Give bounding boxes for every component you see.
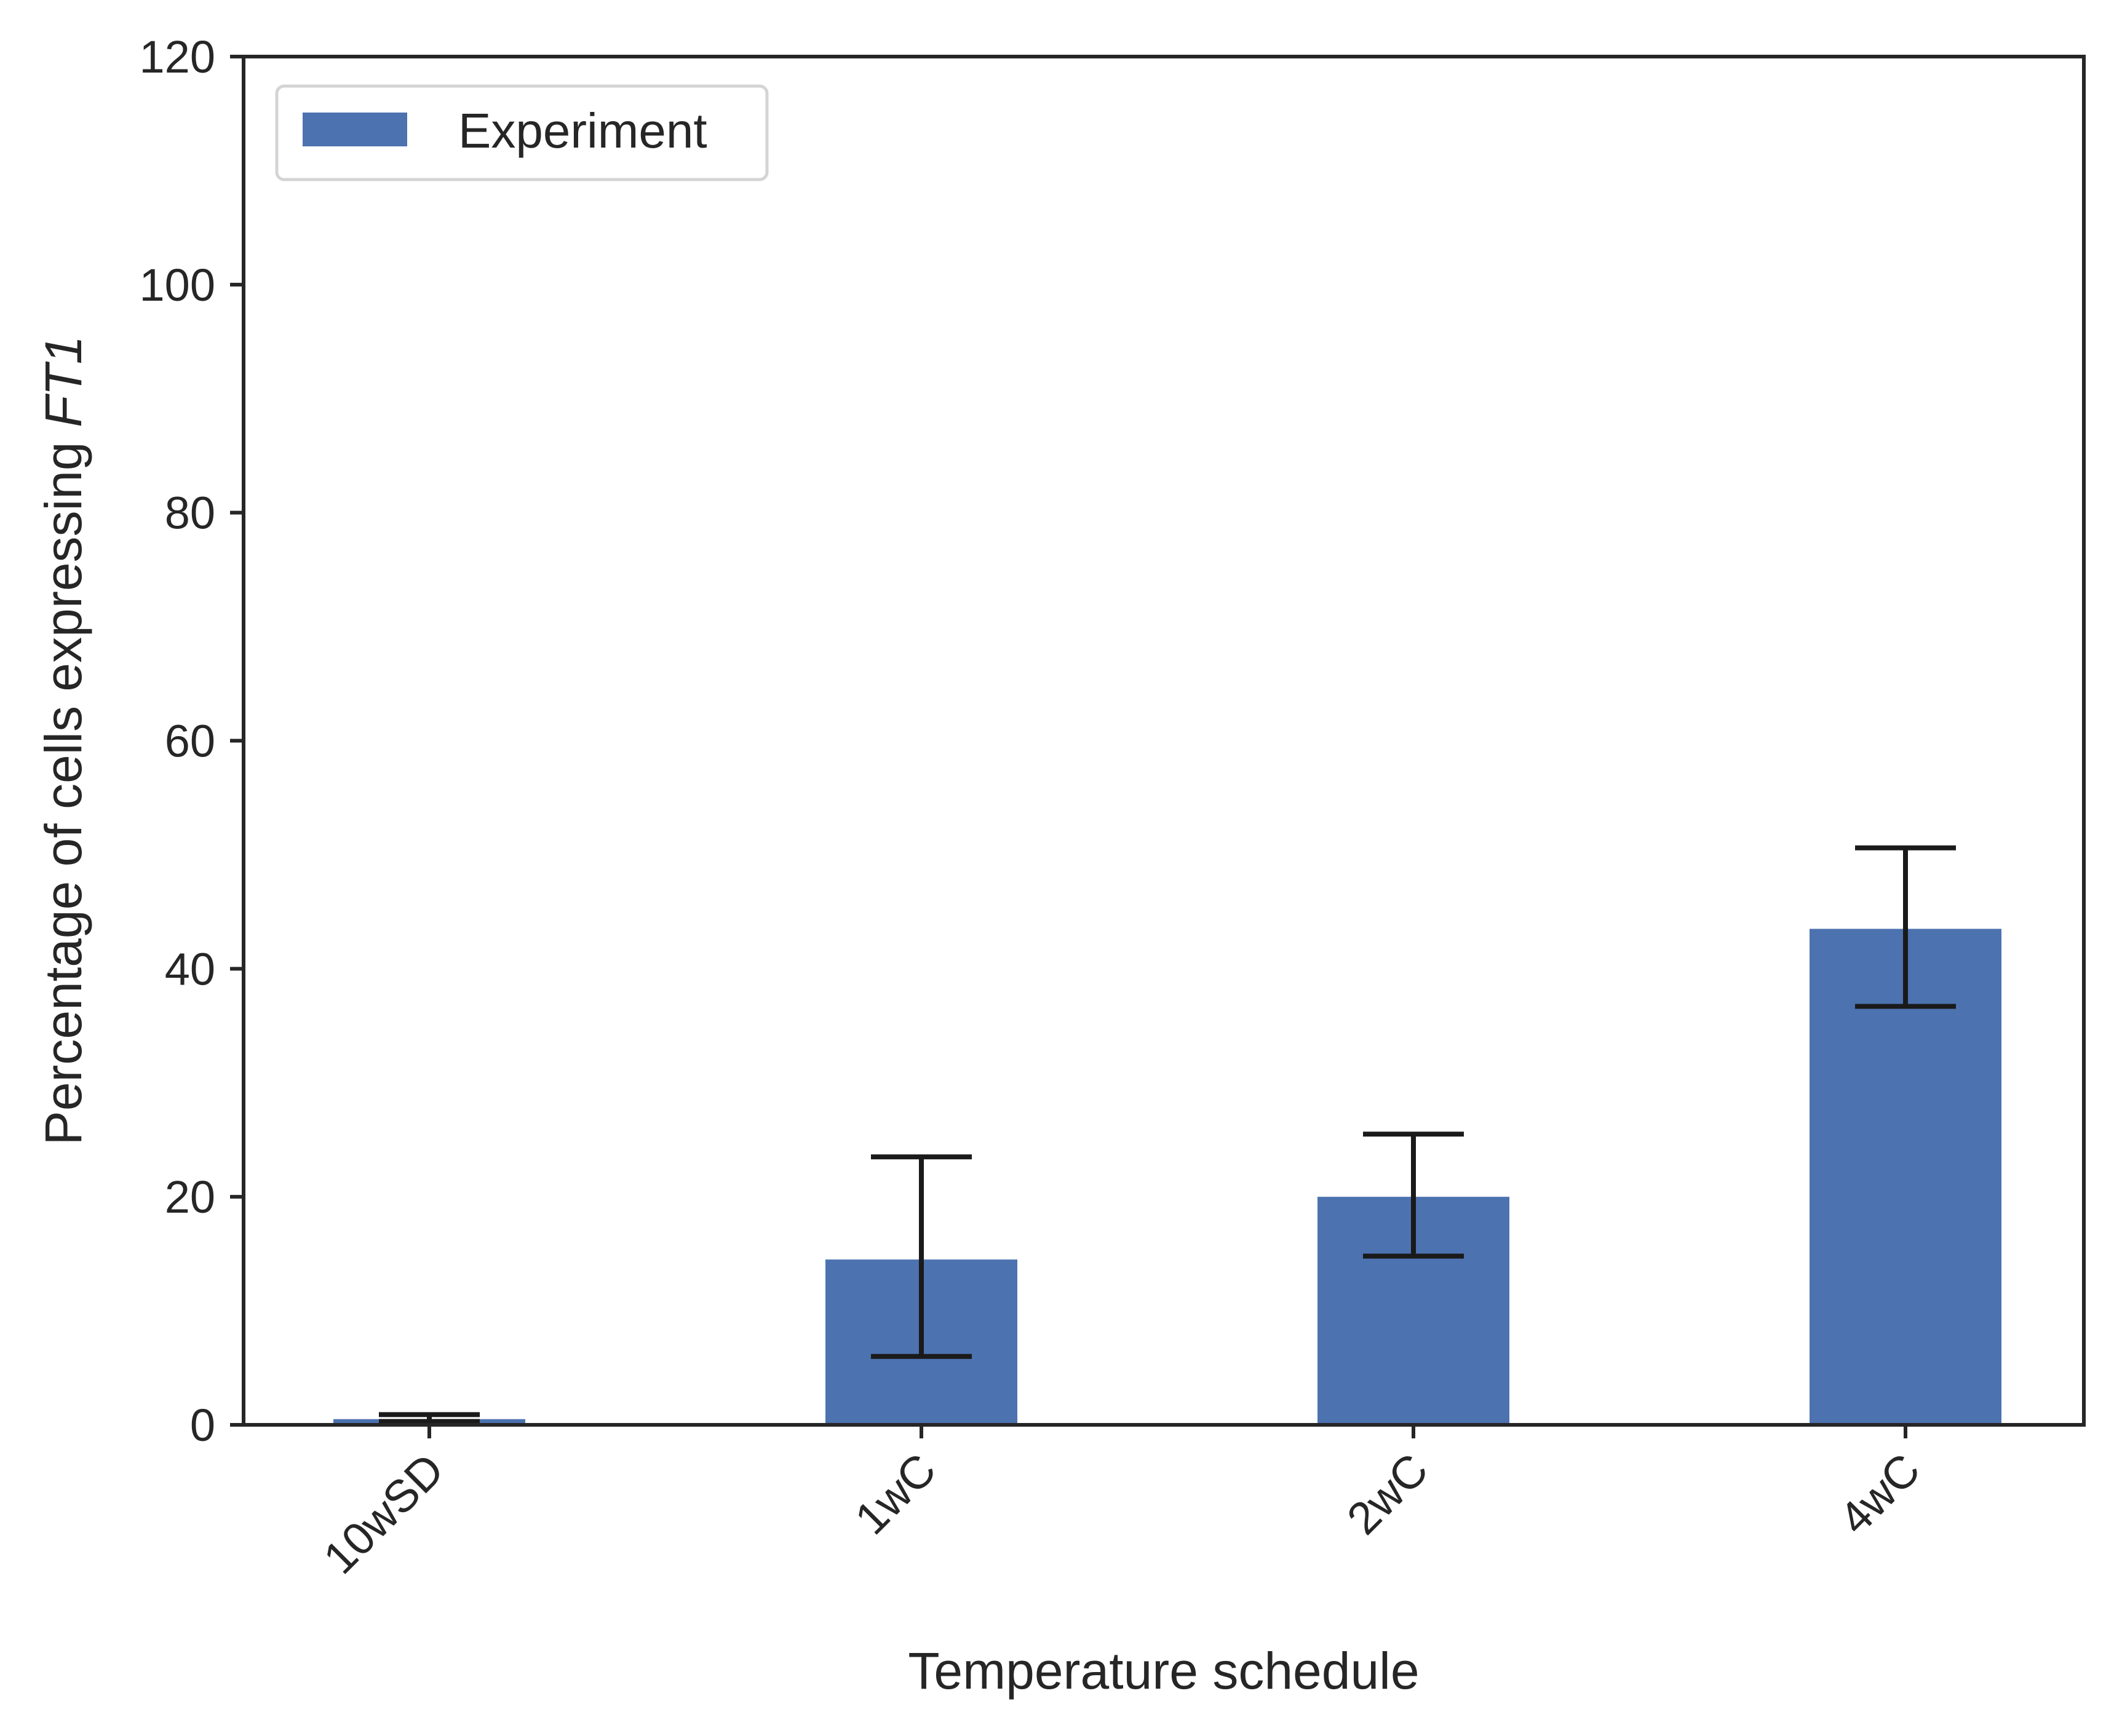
y-tick-label: 40 [165, 943, 215, 994]
bars-layer [333, 929, 2001, 1425]
x-axis-title: Temperature schedule [908, 1642, 1419, 1700]
y-axis-title-main: Percentage of cells expressing [34, 442, 92, 1145]
y-tick-label: 80 [165, 488, 215, 539]
y-tick-label: 120 [140, 31, 215, 82]
y-axis: 0 20 40 60 80 100 120 [140, 31, 244, 1451]
y-axis-title: Percentage of cells expressing FT1 [34, 336, 92, 1146]
x-tick-label-4wC: 4wC [1829, 1444, 1929, 1544]
x-tick-label-10wSD: 10wSD [314, 1444, 453, 1583]
error-bars-layer [379, 845, 1956, 1424]
y-axis-title-gene: FT1 [34, 336, 92, 427]
y-tick-label: 0 [190, 1400, 215, 1451]
y-tick-label: 100 [140, 260, 215, 311]
x-tick-label-1wC: 1wC [845, 1444, 945, 1544]
x-axis: 10wSD 1wC 2wC 4wC [314, 1425, 1929, 1583]
legend-box [275, 84, 769, 181]
y-tick-label: 20 [165, 1171, 215, 1223]
legend: Experiment [275, 84, 769, 181]
y-tick-label: 60 [165, 716, 215, 767]
x-tick-label-2wC: 2wC [1337, 1444, 1437, 1544]
legend-swatch [303, 113, 407, 146]
legend-label: Experiment [458, 103, 707, 158]
plot-frame [242, 55, 2086, 1427]
bar-4wC [1810, 929, 2001, 1425]
